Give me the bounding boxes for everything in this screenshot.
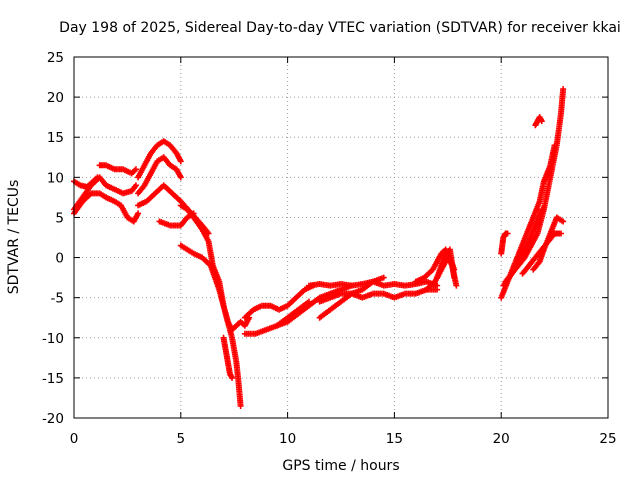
series-track-6 [135, 154, 184, 197]
y-axis-label: SDTVAR / TECUs [6, 180, 22, 295]
x-tick-label: 15 [386, 431, 403, 447]
y-tick-label: 20 [47, 90, 64, 106]
series-track-28 [532, 114, 545, 129]
series-track-25 [500, 206, 545, 289]
data-points [71, 86, 567, 409]
y-tick-label: -10 [42, 331, 64, 347]
data-point [453, 282, 460, 289]
data-point [451, 274, 458, 281]
series-track-14 [241, 298, 312, 337]
x-tick-label: 5 [177, 431, 186, 447]
data-point [558, 230, 565, 237]
y-tick-label: -5 [51, 291, 64, 307]
series-track-27 [519, 230, 565, 277]
chart-title: Day 198 of 2025, Sidereal Day-to-day VTE… [59, 20, 621, 36]
x-axis-label: GPS time / hours [282, 458, 399, 474]
series-track-22 [498, 230, 511, 257]
series-track-10 [177, 202, 253, 333]
data-point [560, 86, 567, 93]
data-point [229, 374, 236, 381]
series-track-24 [502, 86, 567, 285]
data-point [538, 206, 545, 213]
x-tick-label: 25 [599, 431, 616, 447]
x-tick-label: 20 [493, 431, 510, 447]
series-track-11 [177, 242, 244, 409]
series-track-18 [316, 274, 387, 321]
series-track-13 [241, 282, 317, 321]
x-tick-label: 10 [279, 431, 296, 447]
y-tick-label: 10 [47, 170, 64, 186]
data-point [504, 230, 511, 237]
x-tick-label: 0 [70, 431, 79, 447]
y-tick-label: 25 [47, 50, 64, 66]
series-track-4 [96, 162, 139, 177]
axis-ticks [73, 56, 609, 419]
data-point [135, 210, 142, 217]
y-tick-label: -20 [42, 411, 64, 427]
y-tick-label: 0 [55, 251, 64, 267]
data-point [132, 182, 139, 189]
data-point [538, 118, 545, 125]
data-point [560, 218, 567, 225]
series-track-21 [434, 246, 458, 281]
data-point [434, 286, 441, 293]
series-track-9 [156, 210, 197, 229]
y-tick-label: -15 [42, 371, 64, 387]
data-point [237, 402, 244, 409]
series-track-7 [135, 138, 184, 181]
data-point [132, 166, 139, 173]
axis-tick-labels: 0 5 10 15 20 25 -20 -15 -10 -5 0 5 10 15 20 25 [42, 50, 617, 447]
data-point [380, 274, 387, 281]
data-point [177, 158, 184, 165]
data-point [177, 174, 184, 181]
series-track-12 [220, 334, 236, 381]
series-track-5 [103, 194, 142, 225]
y-tick-label: 5 [55, 210, 64, 226]
y-tick-label: 15 [47, 130, 64, 146]
plot-frame [73, 56, 609, 419]
